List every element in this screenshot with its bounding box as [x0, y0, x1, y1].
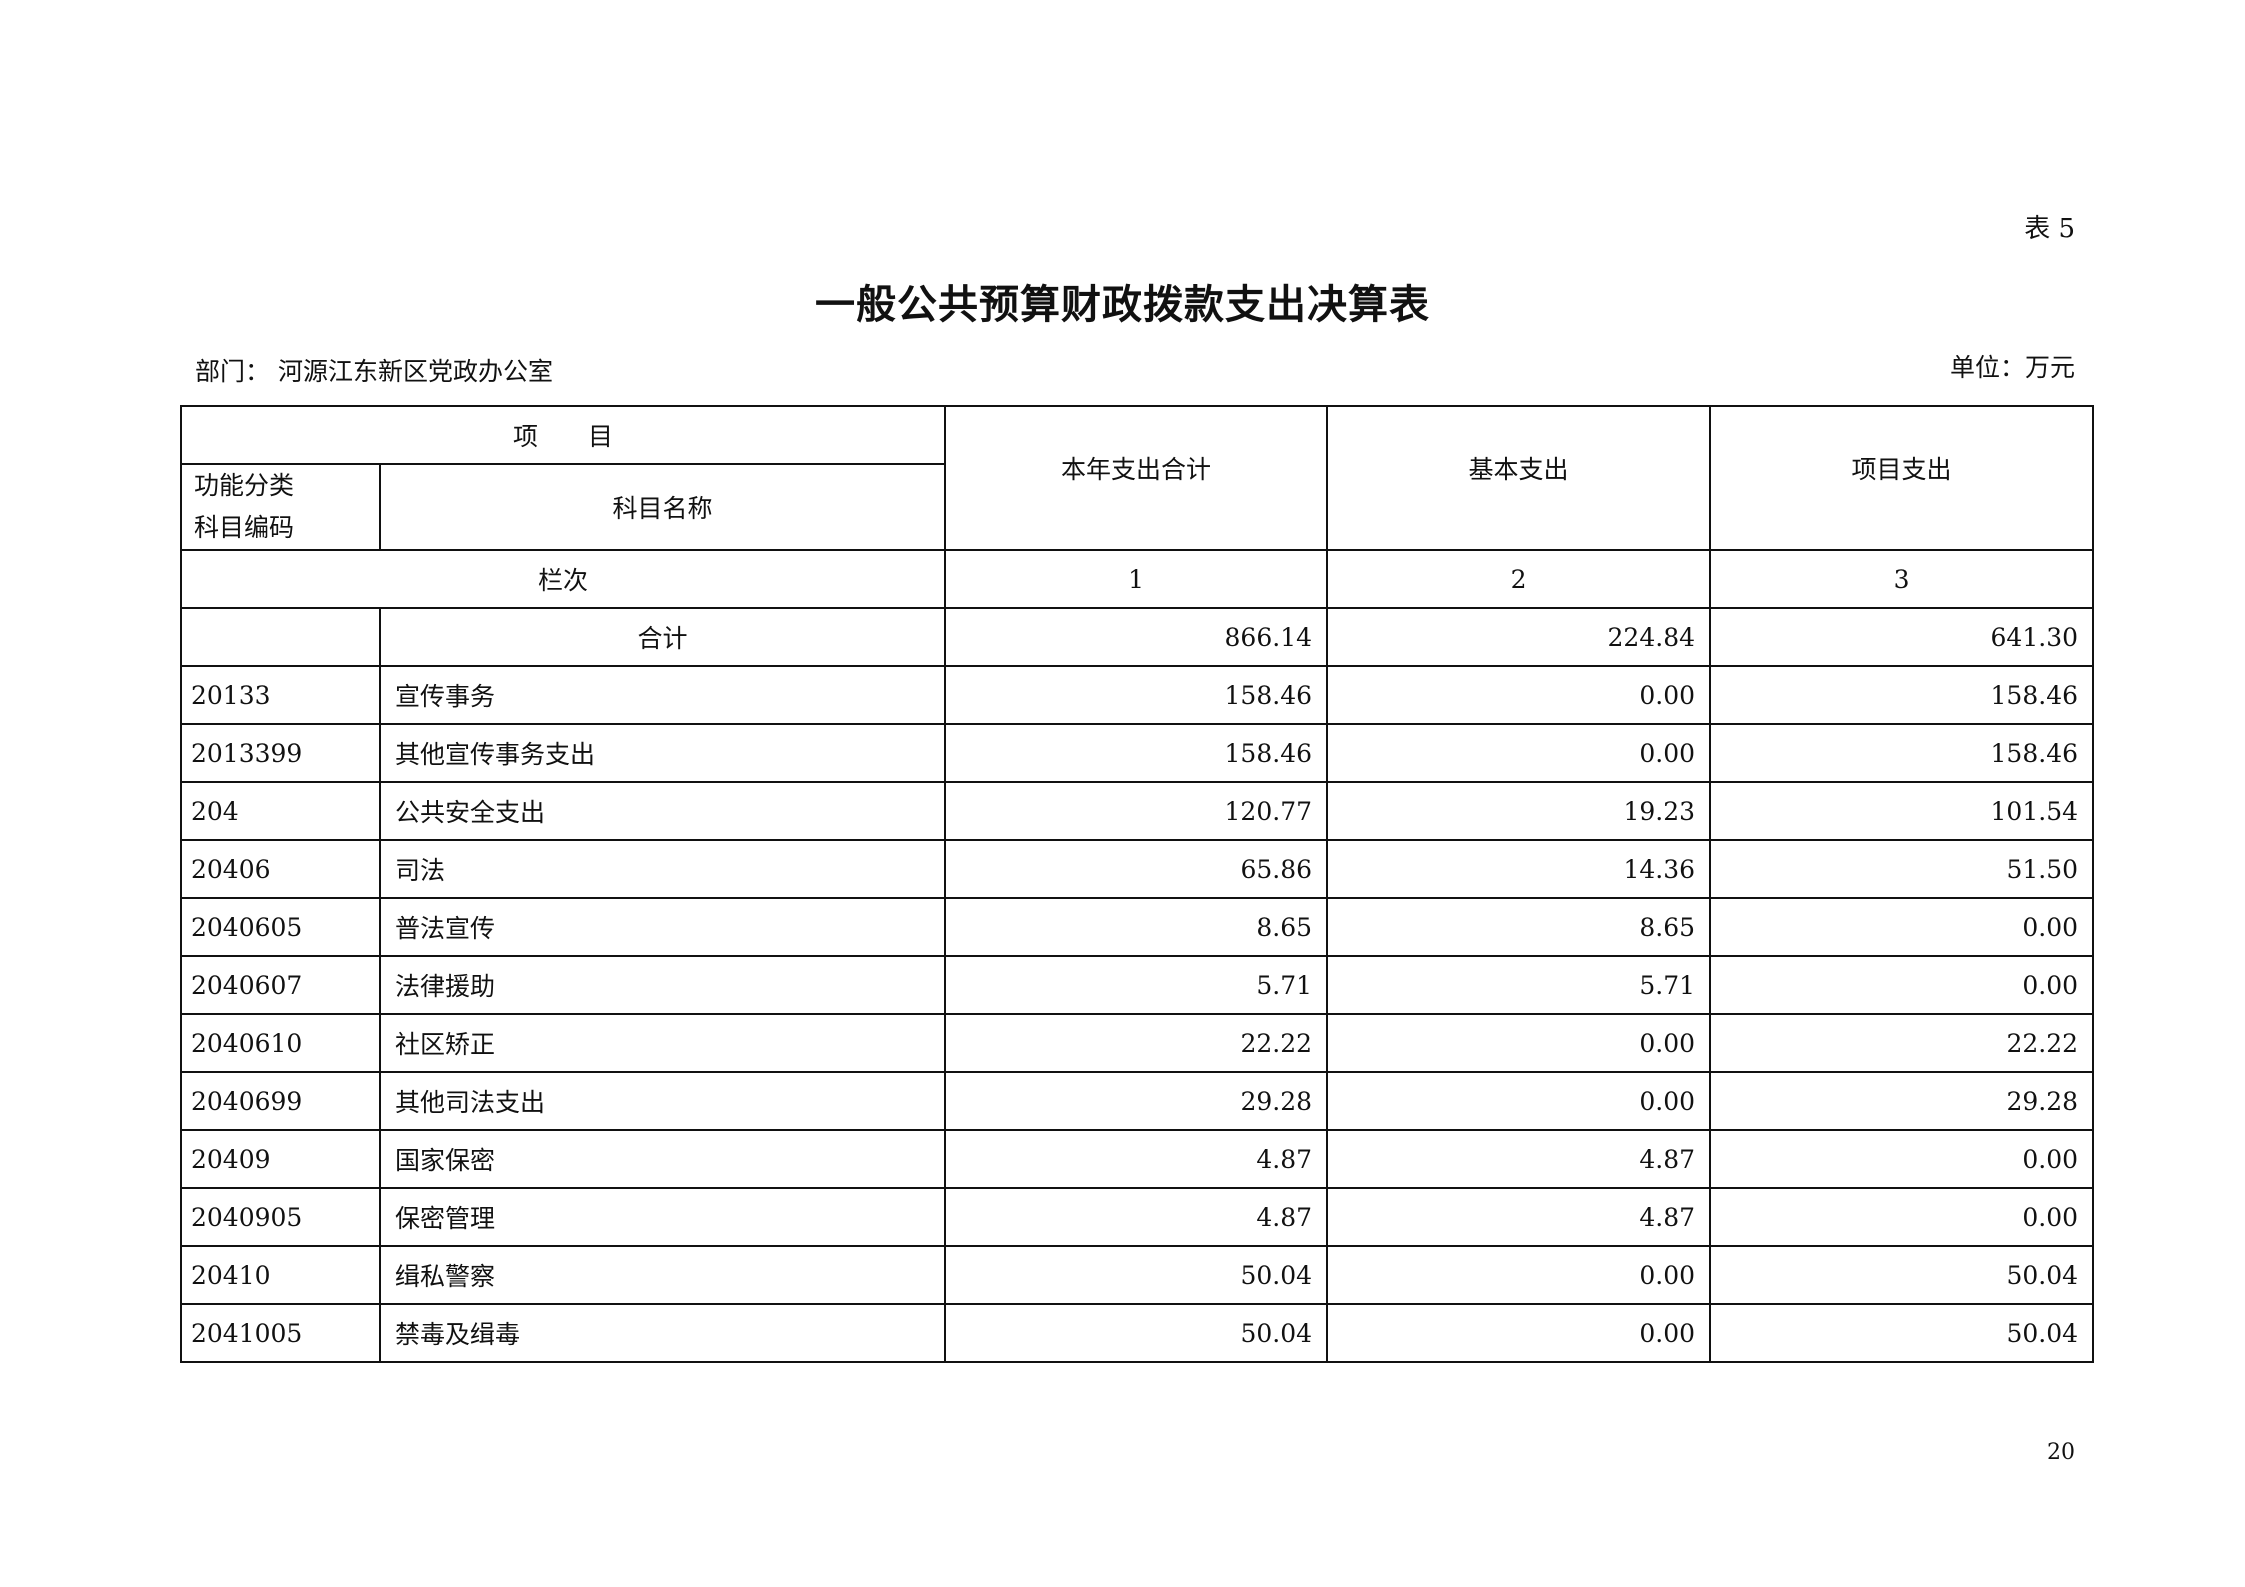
- table-row: 2040610 社区矫正 22.22 0.00 22.22: [180, 1013, 2095, 1073]
- table-row: 204 公共安全支出 120.77 19.23 101.54: [180, 781, 2095, 841]
- row-total: 158.46: [944, 723, 1329, 783]
- header-total: 本年支出合计: [944, 405, 1329, 551]
- row-project: 158.46: [1709, 723, 2095, 783]
- table-row: 2040905 保密管理 4.87 4.87 0.00: [180, 1187, 2095, 1247]
- row-basic: 0.00: [1326, 1013, 1712, 1073]
- row-project: 158.46: [1709, 665, 2095, 725]
- row-basic: 4.87: [1326, 1187, 1712, 1247]
- department-label: 部门： 河源江东新区党政办公室: [195, 357, 553, 386]
- row-code: 20133: [180, 665, 381, 725]
- row-code: 2041005: [180, 1303, 381, 1363]
- row-basic: 0.00: [1326, 1071, 1712, 1131]
- table-row: 20410 缉私警察 50.04 0.00 50.04: [180, 1245, 2095, 1305]
- row-basic: 0.00: [1326, 723, 1712, 783]
- total-code: [180, 607, 381, 667]
- header-code: 功能分类 科目编码: [180, 463, 381, 551]
- table-row: 2040605 普法宣传 8.65 8.65 0.00: [180, 897, 2095, 957]
- row-code: 2040905: [180, 1187, 381, 1247]
- row-name: 禁毒及缉毒: [378, 1303, 947, 1363]
- expenditure-table: 项 目 本年支出合计 基本支出 项目支出 功能分类 科目编码 科目名称 栏次 1…: [179, 405, 2095, 1363]
- row-index-label: 栏次: [179, 549, 947, 609]
- row-basic: 19.23: [1326, 781, 1712, 841]
- table-row: 2040607 法律援助 5.71 5.71 0.00: [180, 955, 2095, 1015]
- total-basic: 224.84: [1326, 607, 1712, 667]
- table-number: 表 5: [2024, 214, 2075, 244]
- row-basic: 0.00: [1326, 665, 1712, 725]
- header-project: 项目支出: [1709, 405, 2095, 551]
- header-code-line2: 科目编码: [194, 513, 295, 542]
- row-basic: 0.00: [1326, 1303, 1712, 1363]
- row-total: 22.22: [944, 1013, 1329, 1073]
- row-code: 2013399: [180, 723, 381, 783]
- row-total: 8.65: [944, 897, 1329, 957]
- row-name: 社区矫正: [378, 1013, 947, 1073]
- row-project: 0.00: [1709, 955, 2095, 1015]
- row-total: 4.87: [944, 1187, 1329, 1247]
- table-row: 2013399 其他宣传事务支出 158.46 0.00 158.46: [180, 723, 2095, 783]
- header-name: 科目名称: [378, 463, 947, 551]
- row-code: 2040605: [180, 897, 381, 957]
- row-code: 20409: [180, 1129, 381, 1189]
- row-code: 204: [180, 781, 381, 841]
- row-name: 国家保密: [378, 1129, 947, 1189]
- header-item: 项 目: [179, 405, 947, 465]
- unit-label: 单位：万元: [1949, 353, 2075, 382]
- page-title: 一般公共预算财政拨款支出决算表: [815, 281, 1430, 328]
- row-total: 65.86: [944, 839, 1329, 899]
- row-project: 101.54: [1709, 781, 2095, 841]
- row-total: 29.28: [944, 1071, 1329, 1131]
- row-total: 158.46: [944, 665, 1329, 725]
- row-project: 22.22: [1709, 1013, 2095, 1073]
- row-index-2: 2: [1326, 549, 1712, 609]
- table-row: 20133 宣传事务 158.46 0.00 158.46: [180, 665, 2095, 725]
- row-project: 50.04: [1709, 1303, 2095, 1363]
- row-basic: 8.65: [1326, 897, 1712, 957]
- row-name: 普法宣传: [378, 897, 947, 957]
- row-index-1: 1: [944, 549, 1329, 609]
- table-row: 20409 国家保密 4.87 4.87 0.00: [180, 1129, 2095, 1189]
- row-name: 缉私警察: [378, 1245, 947, 1305]
- total-label: 合计: [378, 607, 947, 667]
- row-total: 4.87: [944, 1129, 1329, 1189]
- row-project: 50.04: [1709, 1245, 2095, 1305]
- row-code: 20410: [180, 1245, 381, 1305]
- row-name: 其他宣传事务支出: [378, 723, 947, 783]
- header-code-line1: 功能分类: [194, 471, 295, 500]
- table-row: 2041005 禁毒及缉毒 50.04 0.00 50.04: [180, 1303, 2095, 1363]
- total-row: 合计 866.14 224.84 641.30: [180, 607, 2095, 667]
- row-project: 0.00: [1709, 897, 2095, 957]
- row-name: 法律援助: [378, 955, 947, 1015]
- row-index-3: 3: [1709, 549, 2095, 609]
- total-total: 866.14: [944, 607, 1329, 667]
- row-name: 其他司法支出: [378, 1071, 947, 1131]
- row-total: 120.77: [944, 781, 1329, 841]
- total-project: 641.30: [1709, 607, 2095, 667]
- row-basic: 5.71: [1326, 955, 1712, 1015]
- row-code: 20406: [180, 839, 381, 899]
- row-name: 宣传事务: [378, 665, 947, 725]
- row-project: 51.50: [1709, 839, 2095, 899]
- row-basic: 4.87: [1326, 1129, 1712, 1189]
- row-code: 2040699: [180, 1071, 381, 1131]
- row-total: 50.04: [944, 1303, 1329, 1363]
- row-project: 0.00: [1709, 1187, 2095, 1247]
- row-basic: 14.36: [1326, 839, 1712, 899]
- row-name: 司法: [378, 839, 947, 899]
- row-name: 公共安全支出: [378, 781, 947, 841]
- row-code: 2040607: [180, 955, 381, 1015]
- table-row: 2040699 其他司法支出 29.28 0.00 29.28: [180, 1071, 2095, 1131]
- row-code: 2040610: [180, 1013, 381, 1073]
- row-project: 0.00: [1709, 1129, 2095, 1189]
- row-name: 保密管理: [378, 1187, 947, 1247]
- row-basic: 0.00: [1326, 1245, 1712, 1305]
- row-project: 29.28: [1709, 1071, 2095, 1131]
- header-basic: 基本支出: [1326, 405, 1712, 551]
- page-number: 20: [2047, 1440, 2075, 1465]
- row-total: 5.71: [944, 955, 1329, 1015]
- table-row: 20406 司法 65.86 14.36 51.50: [180, 839, 2095, 899]
- row-total: 50.04: [944, 1245, 1329, 1305]
